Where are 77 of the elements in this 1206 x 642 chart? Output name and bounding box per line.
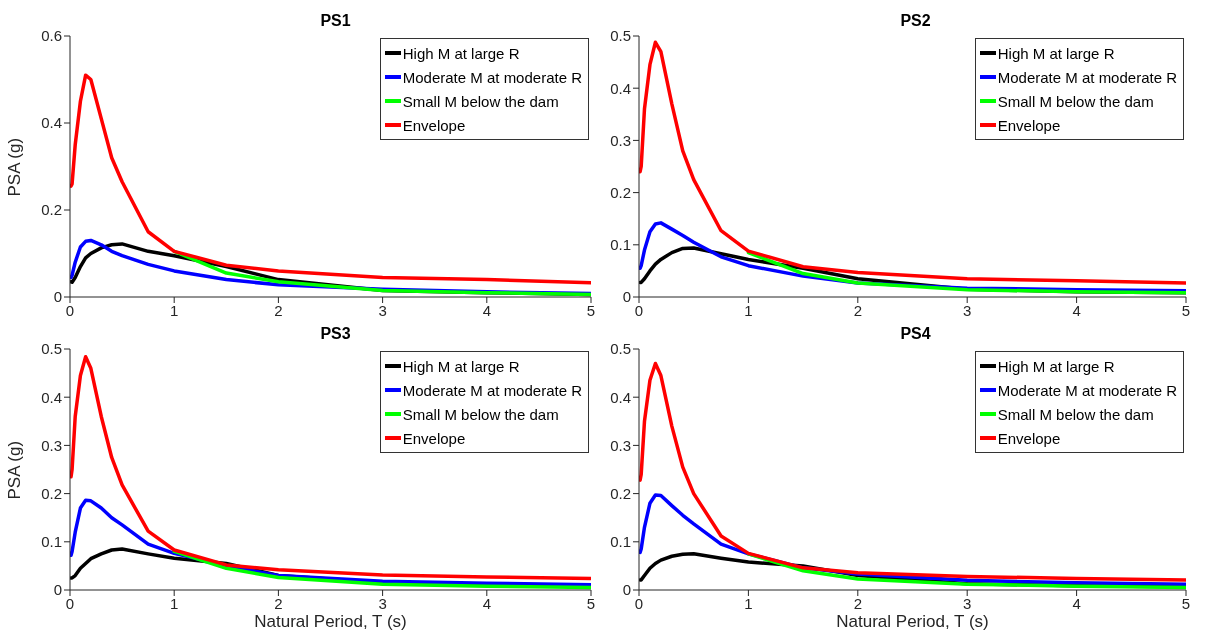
y-tick-label: 0.5: [610, 340, 631, 358]
x-tick-label: 5: [1181, 301, 1191, 319]
y-tick-label: 0.4: [41, 388, 62, 406]
y-tick-label: 0.5: [41, 340, 62, 358]
legend-label: Envelope: [402, 116, 466, 134]
y-tick-label: 0.2: [41, 484, 62, 502]
x-tick-label: 2: [274, 301, 283, 319]
y-tick-label: 0.2: [610, 484, 631, 502]
x-tick-label: 3: [378, 301, 387, 319]
legend-label: Envelope: [402, 429, 466, 447]
x-tick-label: 5: [586, 594, 596, 612]
line-series: [746, 250, 1186, 295]
line-series: [172, 549, 591, 590]
legend-label: Moderate M at moderate R: [402, 381, 582, 399]
legend-label: Envelope: [997, 429, 1061, 447]
line-series: [639, 361, 1186, 582]
legend-label: Small M below the dam: [997, 405, 1154, 423]
x-tick-label: 1: [744, 594, 753, 612]
y-tick-label: 0.1: [41, 533, 62, 551]
y-axis-title: PSA (g): [5, 440, 25, 500]
chart-title: PS1: [320, 12, 351, 29]
y-tick-label: 0.6: [41, 27, 62, 45]
legend-label: High M at large R: [997, 357, 1115, 375]
line-series: [70, 73, 591, 285]
y-tick-label: 0.5: [610, 27, 631, 45]
y-tick-label: 0.4: [610, 388, 631, 406]
legend-label: Moderate M at moderate R: [402, 68, 582, 86]
line-series: [639, 40, 1186, 285]
x-tick-label: 1: [170, 594, 179, 612]
x-tick-label: 3: [963, 594, 972, 612]
y-tick-label: 0.2: [610, 183, 631, 201]
y-tick-label: 0: [622, 581, 631, 599]
line-series: [746, 552, 1186, 590]
y-tick-label: 0.3: [610, 436, 631, 454]
line-series: [70, 354, 591, 581]
x-tick-label: 2: [274, 594, 283, 612]
y-axis-title: PSA (g): [5, 137, 25, 197]
legend-label: Envelope: [997, 116, 1061, 134]
legend-label: Small M below the dam: [997, 92, 1154, 110]
legend-label: Moderate M at moderate R: [997, 68, 1177, 86]
x-tick-label: 5: [1181, 594, 1191, 612]
y-tick-label: 0: [622, 288, 631, 306]
x-tick-label: 0: [634, 301, 644, 319]
x-tick-label: 3: [378, 594, 387, 612]
x-axis-title: Natural Period, T (s): [835, 612, 990, 632]
x-tick-label: 4: [1072, 301, 1081, 319]
y-tick-label: 0.4: [41, 114, 62, 132]
legend-label: Small M below the dam: [402, 405, 559, 423]
y-tick-label: 0.1: [610, 533, 631, 551]
x-tick-label: 0: [65, 301, 75, 319]
legend-label: Small M below the dam: [402, 92, 559, 110]
x-tick-label: 4: [482, 301, 491, 319]
chart-title: PS2: [900, 12, 931, 29]
y-tick-label: 0.4: [610, 79, 631, 97]
x-tick-label: 1: [170, 301, 179, 319]
chart-title: PS3: [320, 325, 351, 342]
x-tick-label: 0: [634, 594, 644, 612]
x-tick-label: 4: [1072, 594, 1081, 612]
y-tick-label: 0.3: [610, 131, 631, 149]
x-tick-label: 1: [744, 301, 753, 319]
x-tick-label: 5: [586, 301, 596, 319]
y-tick-label: 0.3: [41, 436, 62, 454]
x-tick-label: 2: [853, 301, 862, 319]
x-tick-label: 3: [963, 301, 972, 319]
y-tick-label: 0.2: [41, 201, 62, 219]
x-tick-label: 2: [853, 594, 862, 612]
x-tick-label: 0: [65, 594, 75, 612]
legend-label: High M at large R: [402, 357, 520, 375]
chart-title: PS4: [900, 325, 931, 342]
legend-label: High M at large R: [997, 44, 1115, 62]
y-tick-label: 0: [53, 288, 62, 306]
x-tick-label: 4: [482, 594, 491, 612]
y-tick-label: 0: [53, 581, 62, 599]
legend-label: High M at large R: [402, 44, 520, 62]
y-tick-label: 0.1: [610, 236, 631, 254]
legend-label: Moderate M at moderate R: [997, 381, 1177, 399]
x-axis-title: Natural Period, T (s): [253, 612, 408, 632]
